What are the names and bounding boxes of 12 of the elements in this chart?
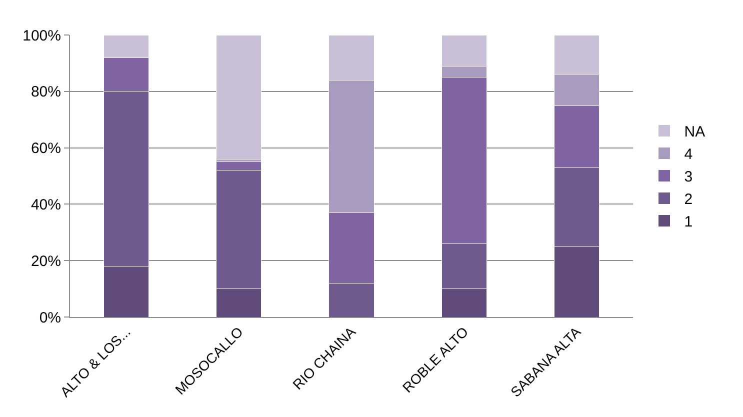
legend-label: 3 xyxy=(684,168,693,186)
legend-label: 2 xyxy=(684,191,693,208)
y-tick-label: 0% xyxy=(39,309,61,326)
y-tick-label: 20% xyxy=(30,252,61,270)
legend-label: 1 xyxy=(684,214,693,231)
legend-label: 4 xyxy=(684,146,693,164)
bar xyxy=(216,35,262,160)
y-tick-label: 80% xyxy=(30,84,61,101)
y-tick-label: 100% xyxy=(22,27,61,44)
y-tick-label: 40% xyxy=(30,196,61,214)
y-tick-label: 60% xyxy=(30,140,61,158)
legend-label: NA xyxy=(684,124,706,141)
